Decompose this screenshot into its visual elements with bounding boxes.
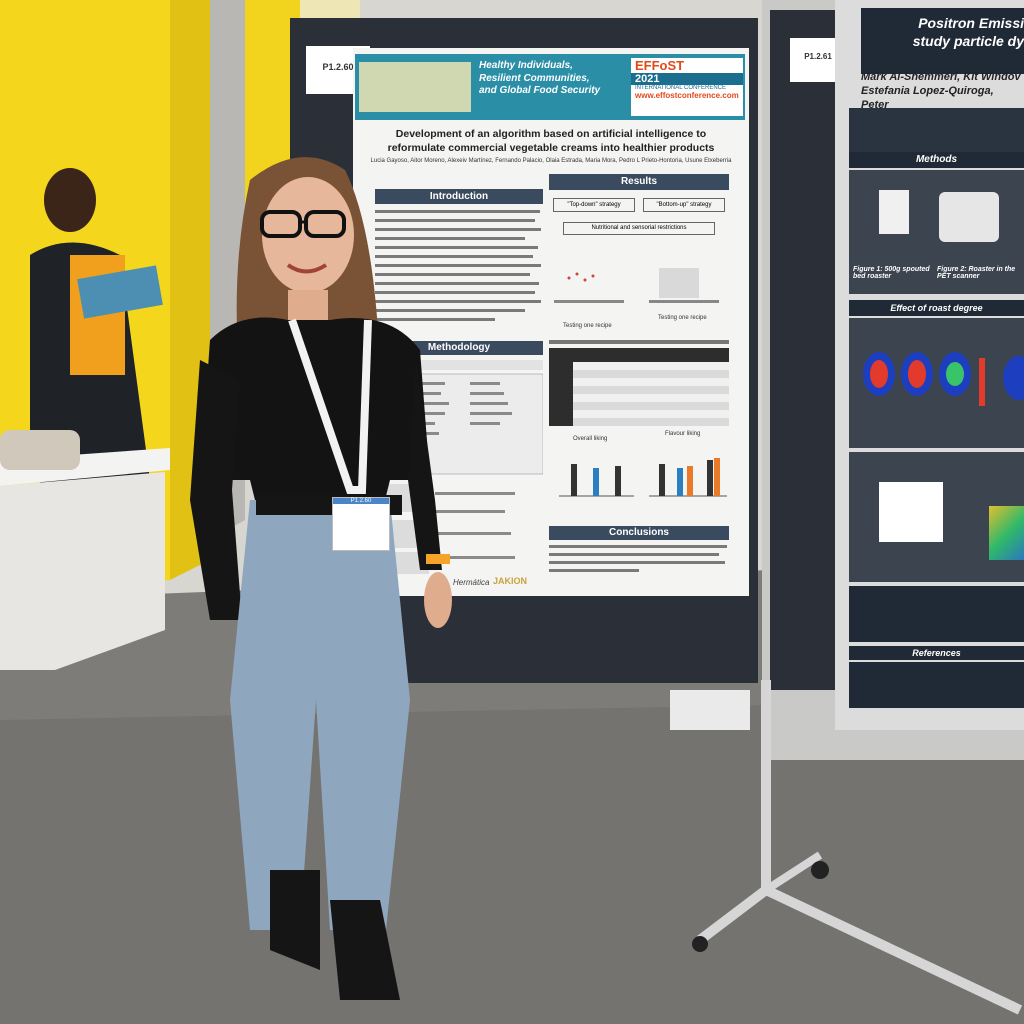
figure-caption-2: Figure 2: Roaster in the PET scanner: [937, 266, 1016, 280]
card-holder: [670, 690, 750, 730]
easel-stand: [692, 680, 1023, 1015]
right-title-line: Positron Emissi: [918, 15, 1024, 31]
restrictions-box: Nutritional and sensorial restrictions: [563, 222, 715, 235]
pet-scanner-figure: [939, 192, 999, 242]
right-poster: Positron Emissi study particle dy Mark A…: [835, 0, 1024, 730]
right-section-roast: Effect of roast degree: [849, 300, 1024, 316]
velocity-figure: [989, 506, 1024, 560]
conf-year: 2021: [631, 73, 743, 85]
right-board-number: P1.2.61: [804, 52, 832, 61]
poster-title: Development of an algorithm based on art…: [363, 128, 739, 155]
testing-label-1: Testing one recipe: [563, 323, 612, 329]
right-title-line: study particle dy: [912, 33, 1024, 49]
board-number: P1.2.60: [322, 62, 354, 72]
threshold-figure: [879, 482, 943, 542]
right-methods-block: Figure 1: 500g spouted bed roaster Figur…: [849, 170, 1024, 294]
poster-banner: Healthy Individuals, Resilient Communiti…: [355, 54, 745, 120]
roaster-figure: [879, 190, 909, 234]
poster-bar-charts: [559, 458, 727, 497]
results-table: [549, 340, 729, 426]
strategy-top-down: "Top-down" strategy: [553, 198, 635, 212]
testing-label-2: Testing one recipe: [658, 315, 707, 321]
banner-image: [359, 62, 471, 112]
right-author-line: Mark Al-Shemmeri, Kit Windov: [861, 71, 1021, 83]
title-line: Development of an algorithm based on art…: [395, 128, 707, 140]
logo-hermatica: Hermática: [453, 578, 490, 587]
strategy-bottom-up: "Bottom-up" strategy: [643, 198, 725, 212]
right-threshold-block: [849, 452, 1024, 582]
main-poster: Healthy Individuals, Resilient Communiti…: [353, 48, 749, 596]
white-table: [0, 430, 170, 670]
banner-text: Healthy Individuals, Resilient Communiti…: [479, 60, 629, 98]
right-poster-authors: Mark Al-Shemmeri, Kit Windov Estefania L…: [861, 70, 1024, 112]
right-conclusion-block: [849, 586, 1024, 642]
banner-line: Resilient Communities,: [479, 72, 590, 84]
chart-title-flavour: Flavour liking: [665, 431, 701, 437]
banner-line: Healthy Individuals,: [479, 60, 573, 71]
conference-logo: EFFoST 2021 INTERNATIONAL CONFERENCE www…: [631, 58, 743, 116]
right-poster-title: Positron Emissi study particle dy: [861, 8, 1024, 74]
right-board-edge: [770, 10, 840, 690]
badge-label: P1.2.60: [333, 498, 389, 504]
chart-title-overall: Overall liking: [573, 436, 608, 442]
conf-sub: INTERNATIONAL CONFERENCE: [635, 85, 727, 91]
right-references-block: [849, 662, 1024, 708]
poster-authors: Lucia Gayoso, Aitor Moreno, Alexeiv Mart…: [370, 158, 732, 164]
right-intro-block: [849, 108, 1024, 156]
conf-url: www.effostconference.com: [635, 91, 739, 100]
figure-caption-1: Figure 1: 500g spouted bed roaster: [853, 266, 930, 280]
conclusions-text: [549, 545, 727, 572]
introduction-text: [375, 210, 541, 321]
presenter: [190, 157, 452, 1000]
name-badge: P1.2.60: [332, 497, 390, 551]
section-conclusions: Conclusions: [549, 526, 729, 540]
title-line: reformulate commercial vegetable creams …: [387, 141, 715, 154]
logo-jakion: JAKION: [493, 576, 528, 586]
right-section-references: References: [849, 646, 1024, 660]
section-introduction: Introduction: [375, 189, 543, 204]
roast-heatmaps: [863, 352, 1024, 406]
conf-brand: EFFoST: [635, 58, 685, 73]
right-section-methods: Methods: [849, 152, 1024, 168]
results-diagram: [554, 268, 719, 303]
section-results: Results: [549, 174, 729, 190]
banner-line: and Global Food Security: [479, 85, 601, 96]
right-roast-block: [849, 318, 1024, 448]
